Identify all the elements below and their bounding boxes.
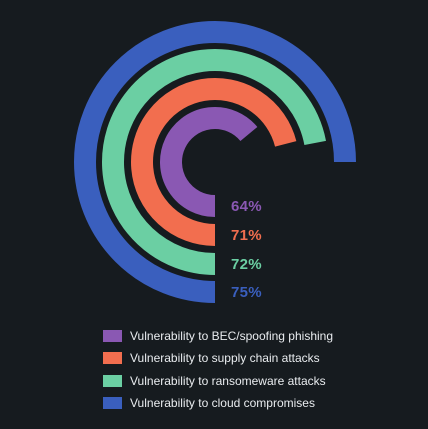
legend-item-4: Vulnerability to cloud compromises xyxy=(103,392,333,414)
value-label-4: 75% xyxy=(231,284,262,301)
legend-item-1: Vulnerability to BEC/spoofing phishing xyxy=(103,325,333,347)
legend-label: Vulnerability to supply chain attacks xyxy=(130,351,320,366)
legend-swatch xyxy=(103,330,122,343)
arc-4 xyxy=(74,21,356,303)
legend-label: Vulnerability to ransomeware attacks xyxy=(130,373,326,388)
legend-item-2: Vulnerability to supply chain attacks xyxy=(103,347,333,369)
value-label-2: 71% xyxy=(231,227,262,244)
arc-3 xyxy=(102,49,326,275)
legend-swatch xyxy=(103,352,122,365)
value-label-3: 72% xyxy=(231,256,262,273)
legend-label: Vulnerability to BEC/spoofing phishing xyxy=(130,329,334,344)
legend-swatch xyxy=(103,397,122,410)
arc-2 xyxy=(131,78,297,246)
legend-swatch xyxy=(103,374,122,387)
legend-label: Vulnerability to cloud compromises xyxy=(130,396,315,411)
chart-legend: Vulnerability to BEC/spoofing phishing Vu… xyxy=(103,325,333,414)
legend-item-3: Vulnerability to ransomeware attacks xyxy=(103,370,333,392)
value-label-1: 64% xyxy=(231,198,262,215)
arc-1 xyxy=(160,107,258,217)
